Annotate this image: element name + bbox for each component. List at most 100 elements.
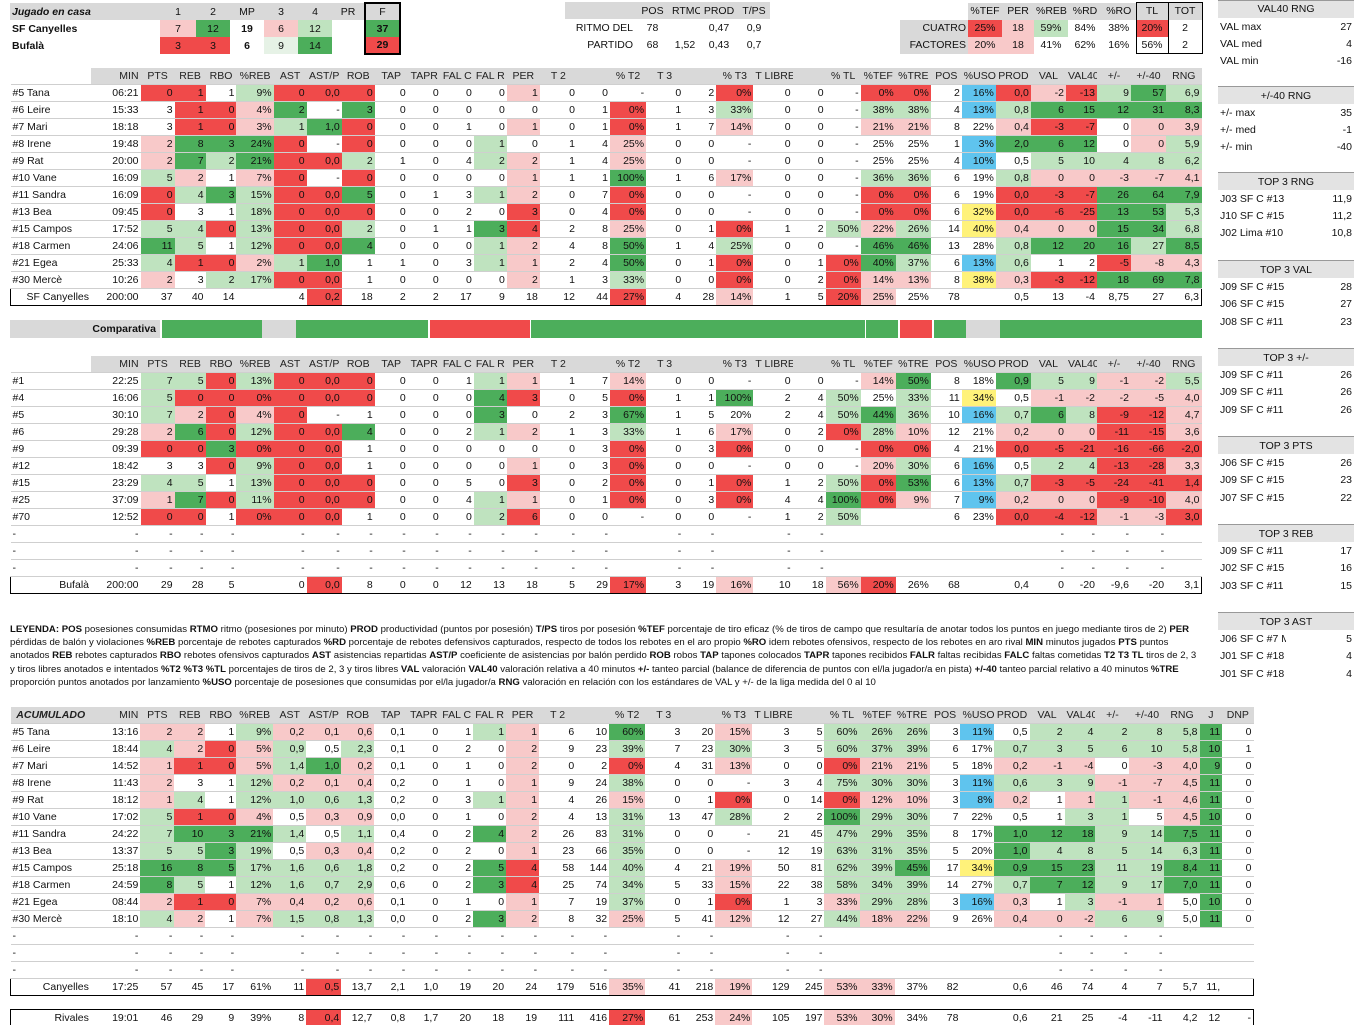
stat-cell: 35% [894, 842, 930, 861]
stat-cell: - [306, 406, 342, 425]
stat-cell: 9 [1096, 84, 1131, 103]
column-header: PTS [140, 356, 175, 374]
column-header: AST/P [306, 356, 342, 374]
stat-cell: 40% [609, 859, 646, 878]
rhythm-row: RITMO DEL 78 0,47 0,9 [565, 19, 770, 36]
legend-term: T2 T3 TL [1104, 650, 1144, 662]
stat-cell: 1,0 [994, 825, 1030, 844]
stat-cell: 25 [1064, 1009, 1096, 1025]
column-header: PROD [994, 707, 1030, 725]
column-header: TAP [374, 356, 408, 374]
stat-cell: 0 [407, 271, 441, 290]
stat-cell: -13 [1096, 457, 1131, 476]
stat-cell: 75% [824, 774, 860, 793]
home-player-row: #7 Mari 18:18 3 1 0 3% 1 1,0 0 0 0 1 0 1 0 1 0% 1 7 14% 0 0-2… [10, 118, 1202, 137]
stat-cell [1222, 978, 1255, 997]
stat-cell: 21% [859, 757, 895, 776]
stat-cell: 4,0 [1166, 389, 1202, 408]
stat-cell: 1 [1064, 791, 1096, 810]
stat-cell: 0,2 [994, 791, 1030, 810]
stat-cell: 6 [1095, 910, 1130, 929]
stat-cell: 3 [929, 893, 961, 912]
factors-cell: PER [1002, 2, 1034, 20]
factors-cell: TL [1135, 2, 1168, 20]
stat-cell: 18:12 [90, 791, 141, 810]
stat-cell: -2 [1065, 389, 1097, 408]
stat-cell: 0 [205, 372, 237, 391]
stat-cell: 29:28 [91, 423, 141, 442]
stat-cell: 0 [407, 389, 441, 408]
legend-text: tapones colocados [718, 650, 804, 662]
stat-cell: 13% [236, 474, 274, 493]
stat-cell: - [645, 961, 683, 980]
stat-cell: 16% [960, 893, 995, 912]
stat-cell: 0% [609, 203, 647, 222]
stat-cell: 3 [752, 774, 792, 793]
stat-cell: 2 [440, 423, 474, 442]
stat-cell: 36% [860, 169, 896, 188]
stat-cell: 6 [930, 254, 962, 273]
stat-cell: 12 [1199, 1009, 1223, 1025]
stat-cell: 5,3 [1166, 203, 1202, 222]
stat-cell: 0,1 [374, 893, 408, 912]
legend-text: valoración [419, 663, 469, 675]
stat-cell: 7 [174, 152, 206, 171]
factors-cell: CUATRO [900, 19, 968, 37]
stat-cell: - [1096, 559, 1131, 578]
stat-cell [825, 559, 861, 578]
stat-cell: 0,9 [995, 372, 1031, 391]
comparison-segment [162, 320, 262, 338]
stat-cell: -4 [1095, 1009, 1130, 1025]
stat-cell: 0 [1065, 220, 1097, 239]
stat-cell: 3 [506, 389, 540, 408]
legend-text: tiros de 2, 3 y tiros libres anotados e … [10, 650, 1197, 675]
home-player-row: #30 Mercè 10:26 2 3 2 17% 0 0,0 1 0 0 0 0 2 1 3 33% 0 0 0% 0… [10, 271, 1202, 290]
stat-cell: 17% [236, 859, 274, 878]
stat-cell: 10 [576, 723, 610, 742]
stat-cell: - [1030, 559, 1066, 578]
player-name: #11 Sandra [10, 825, 91, 844]
stat-cell: - [174, 927, 206, 946]
stat-cell: - [539, 559, 577, 578]
score-cell: Jugado en casa [10, 3, 160, 20]
player-name: #6 Leire [10, 740, 91, 759]
stat-cell: 0,3 [994, 893, 1030, 912]
stat-cell: 0,2 [995, 491, 1031, 510]
stat-cell [961, 559, 996, 578]
player-name: #5 Tana [10, 84, 91, 103]
stat-cell: 0 [646, 135, 684, 154]
stat-cell: 1 [174, 84, 206, 103]
stat-cell: 179 [539, 978, 577, 997]
stat-cell: -25 [1065, 203, 1097, 222]
stat-cell: 0% [236, 508, 274, 527]
stat-cell: - [90, 927, 141, 946]
stat-cell: 2 [506, 825, 540, 844]
stat-cell: 1 [753, 220, 793, 239]
stat-cell: 4 [539, 808, 577, 827]
stat-cell: 5 [205, 576, 237, 595]
stat-cell: - [1130, 559, 1167, 578]
stat-cell: 0 [646, 84, 684, 103]
stat-cell: 0 [1065, 423, 1097, 442]
legend-text: pérdidas de balón y violaciones [10, 637, 147, 649]
stat-cell: 200:00 [91, 576, 141, 595]
player-name: #8 Irene [10, 774, 91, 793]
stat-cell: - [715, 842, 753, 861]
stat-cell: 0 [753, 254, 793, 273]
player-name: #30 Mercè [10, 910, 91, 929]
comparison-segment [1000, 320, 1202, 338]
stat-cell [894, 927, 930, 946]
stat-cell: 6 [683, 423, 717, 442]
stat-cell: - [753, 559, 793, 578]
stat-cell: 416 [576, 1009, 610, 1025]
factors-cell: 2 [1167, 19, 1203, 37]
stat-cell: 50% [609, 254, 647, 273]
stat-cell: 9 [1199, 757, 1223, 776]
ranking-header: TOP 3 +/- [1218, 348, 1354, 367]
player-name: #15 [10, 474, 91, 493]
stat-cell: - [716, 203, 754, 222]
stat-cell: 14:52 [90, 757, 141, 776]
stat-cell: - [1064, 944, 1096, 963]
stat-cell: 10 [1199, 740, 1223, 759]
factors-cell: %RO [1102, 2, 1136, 20]
